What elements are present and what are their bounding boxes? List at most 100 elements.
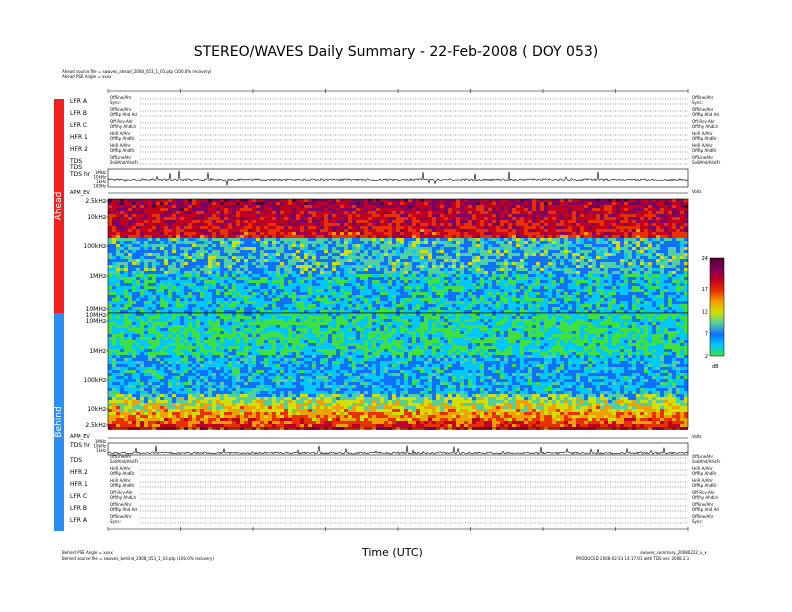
ahead-spectrogram-cell <box>560 202 564 205</box>
ahead-spectrogram-cell <box>528 217 532 220</box>
ahead-spectrogram-cell <box>256 205 260 208</box>
ahead-spectrogram-cell <box>532 283 536 286</box>
ahead-spectrogram-cell <box>264 268 268 271</box>
ahead-spectrogram-cell <box>232 211 236 214</box>
ahead-spectrogram-cell <box>460 223 464 226</box>
ahead-spectrogram-cell <box>644 217 648 220</box>
ahead-spectrogram-cell <box>220 268 224 271</box>
ahead-spectrogram-cell <box>576 229 580 232</box>
ahead-spectrogram-cell <box>412 244 416 247</box>
ahead-spectrogram-cell <box>336 220 340 223</box>
ahead-spectrogram-cell <box>460 202 464 205</box>
ahead-spectrogram-cell <box>472 229 476 232</box>
ahead-spectrogram-cell <box>488 256 492 259</box>
ahead-spectrogram-cell <box>652 238 656 241</box>
ahead-spectrogram-cell <box>148 241 152 244</box>
ahead-spectrogram-cell <box>584 229 588 232</box>
ahead-spectrogram-cell <box>360 226 364 229</box>
ahead-spectrogram-cell <box>252 217 256 220</box>
ahead-spectrogram-cell <box>520 274 524 277</box>
ahead-spectrogram-cell <box>460 253 464 256</box>
ahead-spectrogram-cell <box>680 280 684 283</box>
ahead-spectrogram-cell <box>272 214 276 217</box>
ahead-spectrogram-cell <box>528 250 532 253</box>
ahead-spectrogram-cell <box>440 199 444 202</box>
ahead-spectrogram-cell <box>180 199 184 202</box>
ahead-spectrogram-cell <box>564 223 568 226</box>
ahead-spectrogram-cell <box>396 280 400 283</box>
ahead-spectrogram-cell <box>148 238 152 241</box>
ahead-spectrogram-cell <box>196 289 200 292</box>
ahead-spectrogram-cell <box>208 226 212 229</box>
ahead-spectrogram-cell <box>300 253 304 256</box>
ahead-spectrogram-cell <box>176 232 180 235</box>
ahead-spectrogram-cell <box>348 286 352 289</box>
ahead-spectrogram-cell <box>512 262 516 265</box>
ahead-spectrogram-cell <box>556 256 560 259</box>
ahead-spectrogram-cell <box>552 211 556 214</box>
ahead-spectrogram-cell <box>116 286 120 289</box>
ahead-panel-sublabel: HnR A/Ahr <box>110 143 131 148</box>
ahead-spectrogram-cell <box>176 235 180 238</box>
ahead-spectrogram-cell <box>548 217 552 220</box>
ahead-spectrogram-cell <box>408 220 412 223</box>
ahead-spectrogram-cell <box>440 232 444 235</box>
ahead-spectrogram-cell <box>140 229 144 232</box>
ahead-spectrogram-cell <box>592 283 596 286</box>
ahead-spectrogram-cell <box>356 244 360 247</box>
ahead-spectrogram-cell <box>392 292 396 295</box>
ahead-spectrogram-cell <box>496 214 500 217</box>
ahead-spectrogram-cell <box>428 232 432 235</box>
ahead-spectrogram-cell <box>500 208 504 211</box>
ahead-spectrogram-cell <box>212 277 216 280</box>
ahead-spectrogram-cell <box>284 241 288 244</box>
ahead-panel-right-label: HnR A/Ahr <box>692 131 713 136</box>
ahead-spectrogram-cell <box>188 295 192 298</box>
ahead-spectrogram-cell <box>468 208 472 211</box>
ahead-spectrogram-cell <box>360 283 364 286</box>
ahead-spectrogram-cell <box>508 256 512 259</box>
ahead-spectrogram-cell <box>488 220 492 223</box>
ahead-spectrogram-cell <box>384 298 388 301</box>
ahead-spectrogram-cell <box>224 211 228 214</box>
ahead-spectrogram-cell <box>108 253 112 256</box>
ahead-spectrogram-cell <box>164 223 168 226</box>
ahead-spectrogram-cell <box>668 289 672 292</box>
ahead-spectrogram-cell <box>512 253 516 256</box>
ahead-spectrogram-cell <box>596 283 600 286</box>
ahead-spectrogram-cell <box>276 286 280 289</box>
ahead-spectrogram-cell <box>624 250 628 253</box>
ahead-spectrogram-cell <box>204 226 208 229</box>
ahead-spectrogram-cell <box>440 292 444 295</box>
ahead-spectrogram-cell <box>576 274 580 277</box>
ahead-spectrogram-cell <box>296 262 300 265</box>
ahead-spectrogram-cell <box>648 223 652 226</box>
ahead-spectrogram-cell <box>464 289 468 292</box>
ahead-spectrogram-cell <box>136 229 140 232</box>
ahead-spectrogram-cell <box>412 268 416 271</box>
behind-apm-label: APM_EV <box>70 434 90 440</box>
ahead-spectrogram-cell <box>396 250 400 253</box>
ahead-spectrogram-cell <box>524 295 528 298</box>
behind-panel-sublabel: Offline/Ahr <box>110 514 132 519</box>
ahead-spectrogram-cell <box>404 235 408 238</box>
ahead-spectrogram-cell <box>216 238 220 241</box>
ahead-spectrogram-cell <box>656 295 660 298</box>
ahead-spectrogram-cell <box>632 232 636 235</box>
ahead-spectrogram-cell <box>624 241 628 244</box>
ahead-spectrogram-cell <box>168 277 172 280</box>
ahead-spectrogram-cell <box>424 229 428 232</box>
ahead-spectrogram-cell <box>372 247 376 250</box>
ahead-spectrogram-cell <box>244 265 248 268</box>
ahead-spectrogram-cell <box>112 292 116 295</box>
ahead-spectrogram-cell <box>180 268 184 271</box>
ahead-spectrogram-cell <box>364 292 368 295</box>
ahead-spectrogram-cell <box>256 280 260 283</box>
ahead-spectrogram-cell <box>364 274 368 277</box>
ahead-spectrogram-cell <box>212 283 216 286</box>
ahead-spectrogram-cell <box>372 208 376 211</box>
ahead-spectrogram-cell <box>324 250 328 253</box>
ahead-spectrogram-cell <box>288 199 292 202</box>
ahead-spectrogram-cell <box>492 214 496 217</box>
ahead-spectrogram-cell <box>628 265 632 268</box>
